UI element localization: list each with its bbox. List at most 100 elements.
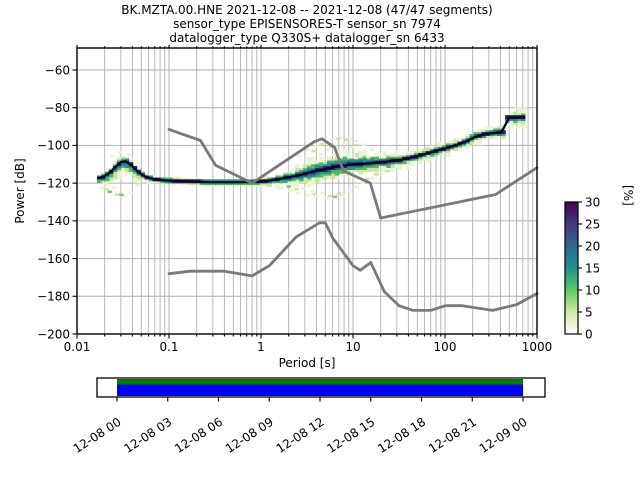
coverage-tick-label: 12-08 18 [375, 415, 428, 456]
ppsd-outlier-bin [306, 157, 312, 160]
ppsd-outlier-bin [522, 107, 528, 110]
ppsd-outlier-bin [122, 195, 127, 198]
ppsd-outlier-bin [305, 148, 311, 152]
grid-lines [77, 48, 537, 334]
x-tick-label: 1 [257, 340, 265, 354]
ppsd-outlier-bin [296, 192, 301, 195]
ppsd-outlier-bin [354, 185, 359, 189]
ppsd-outlier-bin [516, 126, 521, 129]
ppsd-histogram [97, 107, 526, 189]
colorbar-unit-label: [%] [621, 185, 635, 206]
coverage-tick-label: 12-08 00 [71, 415, 124, 456]
ppsd-outlier-bin [335, 137, 341, 140]
ppsd-outlier-bin [518, 106, 523, 109]
ppsd-outlier-bin [100, 186, 105, 190]
ppsd-outlier-bin [514, 107, 519, 110]
ppsd-mode-polyline [96, 116, 526, 184]
ppsd-outlier-bin [279, 186, 284, 190]
ppsd-outlier-bin [370, 176, 375, 180]
axis-tick-labels: 0.01 0.1 1 10 100 1000 −60 −80 −100 −120 −140 −160 −… [37, 63, 552, 354]
ppsd-outlier-bin [146, 181, 151, 185]
colorbar: 0 5 10 15 20 25 30 [564, 195, 600, 341]
ppsd-outlier-bin [115, 193, 120, 196]
x-tick-label: 0.01 [64, 340, 91, 354]
ppsd-outlier-bin [369, 148, 375, 151]
ppsd-outlier-bin [361, 143, 367, 146]
ppsd-outlier-bin [310, 189, 315, 193]
peterson-noise-model-curves [167, 127, 539, 312]
ppsd-outlier-bin [522, 125, 528, 128]
ppsd-outlier-bin [330, 138, 336, 141]
ppsd-outlier-bin [318, 152, 324, 156]
coverage-tick-label: 12-08 06 [172, 415, 225, 456]
plot-border [76, 47, 538, 335]
title-line-1: BK.MZTA.00.HNE 2021-12-08 -- 2021-12-08 … [121, 3, 492, 17]
ppsd-outlier-bin [286, 185, 292, 188]
colorbar-tick-label: 30 [585, 195, 600, 209]
x-tick-label: 10 [345, 340, 360, 354]
ppsd-outlier-bin [305, 194, 310, 197]
ppsd-outlier-bin [353, 139, 359, 143]
ppsd-outlier-bin [385, 169, 390, 173]
ppsd-outlier-bin [323, 196, 328, 200]
ppsd-outlier-bin [364, 177, 370, 181]
ppsd-outlier-bin [291, 184, 297, 187]
ppsd-outlier-bin [373, 173, 379, 176]
ppsd-outlier-bin [104, 188, 109, 191]
axis-ticks [72, 44, 538, 339]
ppsd-outlier-bins [100, 106, 528, 200]
ppsd-mode-line [96, 116, 526, 184]
ppsd-outlier-bin [346, 137, 351, 140]
coverage-tick-label: 12-08 03 [122, 415, 175, 456]
ppsd-outlier-bin [344, 153, 350, 156]
ppsd-outlier-bin [288, 189, 293, 192]
coverage-tick-label: 12-08 09 [223, 415, 276, 456]
coverage-data-bar [117, 384, 523, 396]
ppsd-outlier-bin [335, 150, 341, 153]
ppsd-outlier-bin [118, 151, 123, 154]
ppsd-bin [505, 115, 510, 120]
ppsd-outlier-bin [294, 188, 299, 191]
y-tick-label: −80 [45, 101, 70, 115]
ppsd-outlier-bin [119, 193, 124, 196]
coverage-tick-label: 12-08 15 [325, 415, 378, 456]
coverage-tick-label: 12-08 21 [426, 415, 479, 456]
ppsd-outlier-bin [397, 166, 402, 170]
coverage-tick-label: 12-09 00 [477, 415, 530, 456]
ppsd-outlier-bin [127, 153, 132, 156]
coverage-tick-label: 12-08 12 [274, 415, 327, 456]
y-tick-label: −120 [37, 176, 70, 190]
y-tick-label: −140 [37, 214, 70, 228]
ppsd-outlier-bin [319, 143, 324, 146]
colorbar-tick-label: 10 [585, 283, 600, 297]
ppsd-outlier-bin [350, 146, 355, 149]
colorbar-tick-label: 25 [585, 217, 600, 231]
ppsd-outlier-bin [357, 150, 362, 153]
ppsd-outlier-bin [311, 149, 317, 153]
y-tick-label: −60 [45, 63, 70, 77]
colorbar-tick-label: 0 [585, 327, 593, 341]
ppsd-outlier-bin [332, 195, 338, 198]
ppsd-outlier-bin [300, 187, 306, 190]
ppsd-outlier-bin [389, 169, 394, 172]
ppsd-outlier-bin [344, 138, 350, 141]
ppsd-outlier-bin [314, 144, 319, 147]
ppsd-outlier-bin [107, 190, 113, 193]
colorbar-gradient-bar [565, 202, 578, 334]
title-line-2: sensor_type EPISENSORES-T sensor_sn 7974 [173, 17, 441, 31]
colorbar-tick-label: 15 [585, 261, 600, 275]
nhnm-curve [167, 127, 539, 220]
ppsd-outlier-bin [128, 191, 133, 194]
x-tick-label: 100 [434, 340, 457, 354]
coverage-psd-segments-bar [117, 379, 523, 385]
coverage-border [96, 377, 546, 398]
ppsd-outlier-bin [353, 156, 358, 160]
axes-frame [76, 47, 538, 335]
ppsd-outlier-bin [135, 183, 140, 187]
ppsd-outlier-bin [338, 136, 344, 139]
ppsd-outlier-bin [111, 186, 117, 189]
ppsd-outlier-bin [365, 155, 371, 158]
x-tick-label: 1000 [522, 340, 553, 354]
